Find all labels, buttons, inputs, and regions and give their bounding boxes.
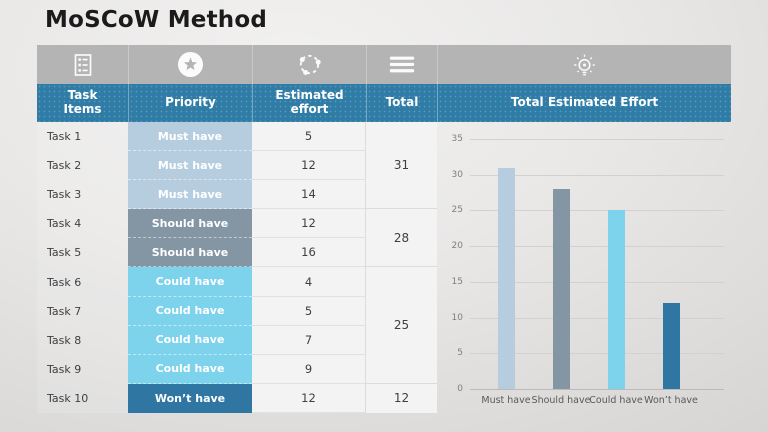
effort-value: 12 — [252, 151, 365, 181]
effort-value: 4 — [252, 267, 365, 297]
task-list-icon — [73, 53, 93, 77]
grid-line — [470, 139, 724, 140]
priority-cell: Could have — [128, 296, 252, 326]
y-axis-tick-label: 15 — [451, 276, 463, 287]
y-axis-tick-label: 35 — [451, 134, 463, 144]
y-axis-tick-label: 20 — [451, 241, 463, 252]
grid-line — [470, 353, 724, 355]
total-column: 31 28 25 12 — [366, 122, 437, 413]
task-label: Task 6 — [37, 267, 128, 297]
icon-cell-chart — [437, 45, 731, 84]
task-label: Task 2 — [37, 151, 128, 181]
y-axis-tick-label: 25 — [451, 205, 463, 216]
effort-value: 14 — [252, 180, 365, 210]
moscow-table-panel: Task Items Priority Estimated effort Tot… — [37, 45, 731, 413]
grid-line — [470, 210, 724, 212]
header-task-items: Task Items — [37, 84, 128, 122]
x-axis-category-label: Won’t have — [644, 395, 698, 406]
priority-cell: Won’t have — [128, 383, 252, 413]
grid-line — [470, 174, 724, 176]
table-header-row: Task Items Priority Estimated effort Tot… — [37, 84, 731, 122]
icon-row — [37, 45, 731, 84]
priority-cell: Could have — [128, 267, 252, 297]
table-body: Task 1 Task 2 Task 3 Task 4 Task 5 Task 6 Task… — [37, 122, 731, 413]
priority-cell: Should have — [128, 209, 252, 239]
icon-cell-total — [366, 45, 437, 84]
priority-cell: Should have — [128, 238, 252, 268]
effort-value: 16 — [252, 238, 365, 268]
total-value: 31 — [366, 122, 437, 210]
effort-value: 12 — [252, 383, 365, 413]
lightbulb-icon — [570, 52, 599, 78]
page-title: MoSCoW Method — [45, 7, 268, 33]
bar — [662, 303, 680, 389]
header-priority: Priority — [128, 84, 252, 122]
task-items-column: Task 1 Task 2 Task 3 Task 4 Task 5 Task 6 Task… — [37, 122, 128, 413]
total-value: 28 — [366, 209, 437, 268]
task-label: Task 1 — [37, 122, 128, 152]
task-label: Task 3 — [37, 180, 128, 210]
effort-column: 5 12 14 12 16 4 5 7 9 12 — [252, 122, 366, 413]
x-axis-category-label: Should have — [531, 395, 591, 406]
x-axis-category-label: Must have — [481, 395, 531, 406]
y-axis-tick-label: 5 — [457, 348, 463, 359]
priority-column: Must have Must have Must have Should have Sh… — [128, 122, 252, 413]
task-label: Task 7 — [37, 296, 128, 326]
header-estimated-effort: Estimated effort — [252, 84, 366, 122]
header-total: Total — [366, 84, 437, 122]
grid-line — [470, 246, 724, 248]
y-axis-tick-label: 0 — [457, 384, 463, 394]
total-value: 12 — [366, 383, 437, 413]
icon-cell-task-items — [37, 45, 128, 84]
icon-cell-priority — [128, 45, 252, 84]
effort-value: 5 — [252, 122, 365, 152]
task-label: Task 5 — [37, 238, 128, 268]
menu-icon — [388, 55, 416, 74]
task-label: Task 8 — [37, 325, 128, 355]
priority-cell: Must have — [128, 122, 252, 152]
grid-line — [470, 317, 724, 319]
priority-cell: Could have — [128, 325, 252, 355]
bar — [497, 167, 515, 389]
cycle-icon — [296, 51, 323, 78]
effort-value: 5 — [252, 296, 365, 326]
bar-chart: 0 5 10 15 20 25 30 35 Must have Should have Could … — [437, 122, 731, 413]
priority-cell: Could have — [128, 354, 252, 384]
icon-cell-estimated-effort — [252, 45, 366, 84]
x-axis-category-label: Could have — [589, 395, 643, 406]
task-label: Task 4 — [37, 209, 128, 239]
y-axis-tick-label: 30 — [451, 169, 463, 180]
effort-value: 7 — [252, 325, 365, 355]
bar — [607, 210, 625, 389]
priority-cell: Must have — [128, 151, 252, 181]
bar — [552, 189, 570, 389]
total-value: 25 — [366, 267, 437, 384]
effort-value: 9 — [252, 354, 365, 384]
task-label: Task 10 — [37, 383, 128, 413]
grid-line — [470, 389, 724, 390]
y-axis-tick-label: 10 — [451, 312, 463, 323]
task-label: Task 9 — [37, 354, 128, 384]
header-chart-title: Total Estimated Effort — [437, 84, 731, 122]
grid-line — [470, 281, 724, 283]
star-icon — [177, 51, 204, 78]
priority-cell: Must have — [128, 180, 252, 210]
effort-value: 12 — [252, 209, 365, 239]
